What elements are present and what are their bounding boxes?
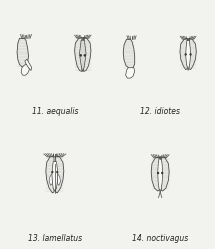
- Polygon shape: [25, 59, 32, 70]
- Polygon shape: [57, 173, 61, 185]
- Polygon shape: [126, 68, 135, 78]
- Ellipse shape: [84, 55, 85, 56]
- Polygon shape: [75, 37, 82, 71]
- Polygon shape: [180, 38, 187, 69]
- Text: 12. idiotes: 12. idiotes: [140, 107, 180, 116]
- Polygon shape: [21, 64, 29, 75]
- Ellipse shape: [52, 172, 53, 173]
- Polygon shape: [80, 40, 86, 71]
- Ellipse shape: [190, 54, 191, 55]
- Polygon shape: [17, 38, 29, 67]
- Polygon shape: [151, 157, 159, 191]
- Ellipse shape: [185, 54, 186, 55]
- Text: 14. noctivagus: 14. noctivagus: [132, 234, 188, 243]
- Polygon shape: [49, 173, 52, 185]
- Polygon shape: [189, 38, 196, 69]
- Text: 13. lamellatus: 13. lamellatus: [28, 234, 82, 243]
- Polygon shape: [161, 157, 169, 191]
- Polygon shape: [56, 156, 64, 193]
- Ellipse shape: [80, 55, 81, 56]
- Ellipse shape: [158, 173, 159, 174]
- Polygon shape: [46, 156, 54, 193]
- Polygon shape: [52, 162, 58, 191]
- Polygon shape: [123, 39, 135, 69]
- Polygon shape: [84, 37, 91, 71]
- Text: 11. aequalis: 11. aequalis: [32, 107, 78, 116]
- Ellipse shape: [162, 173, 163, 174]
- Polygon shape: [158, 159, 163, 192]
- Ellipse shape: [57, 172, 58, 173]
- Polygon shape: [186, 40, 190, 70]
